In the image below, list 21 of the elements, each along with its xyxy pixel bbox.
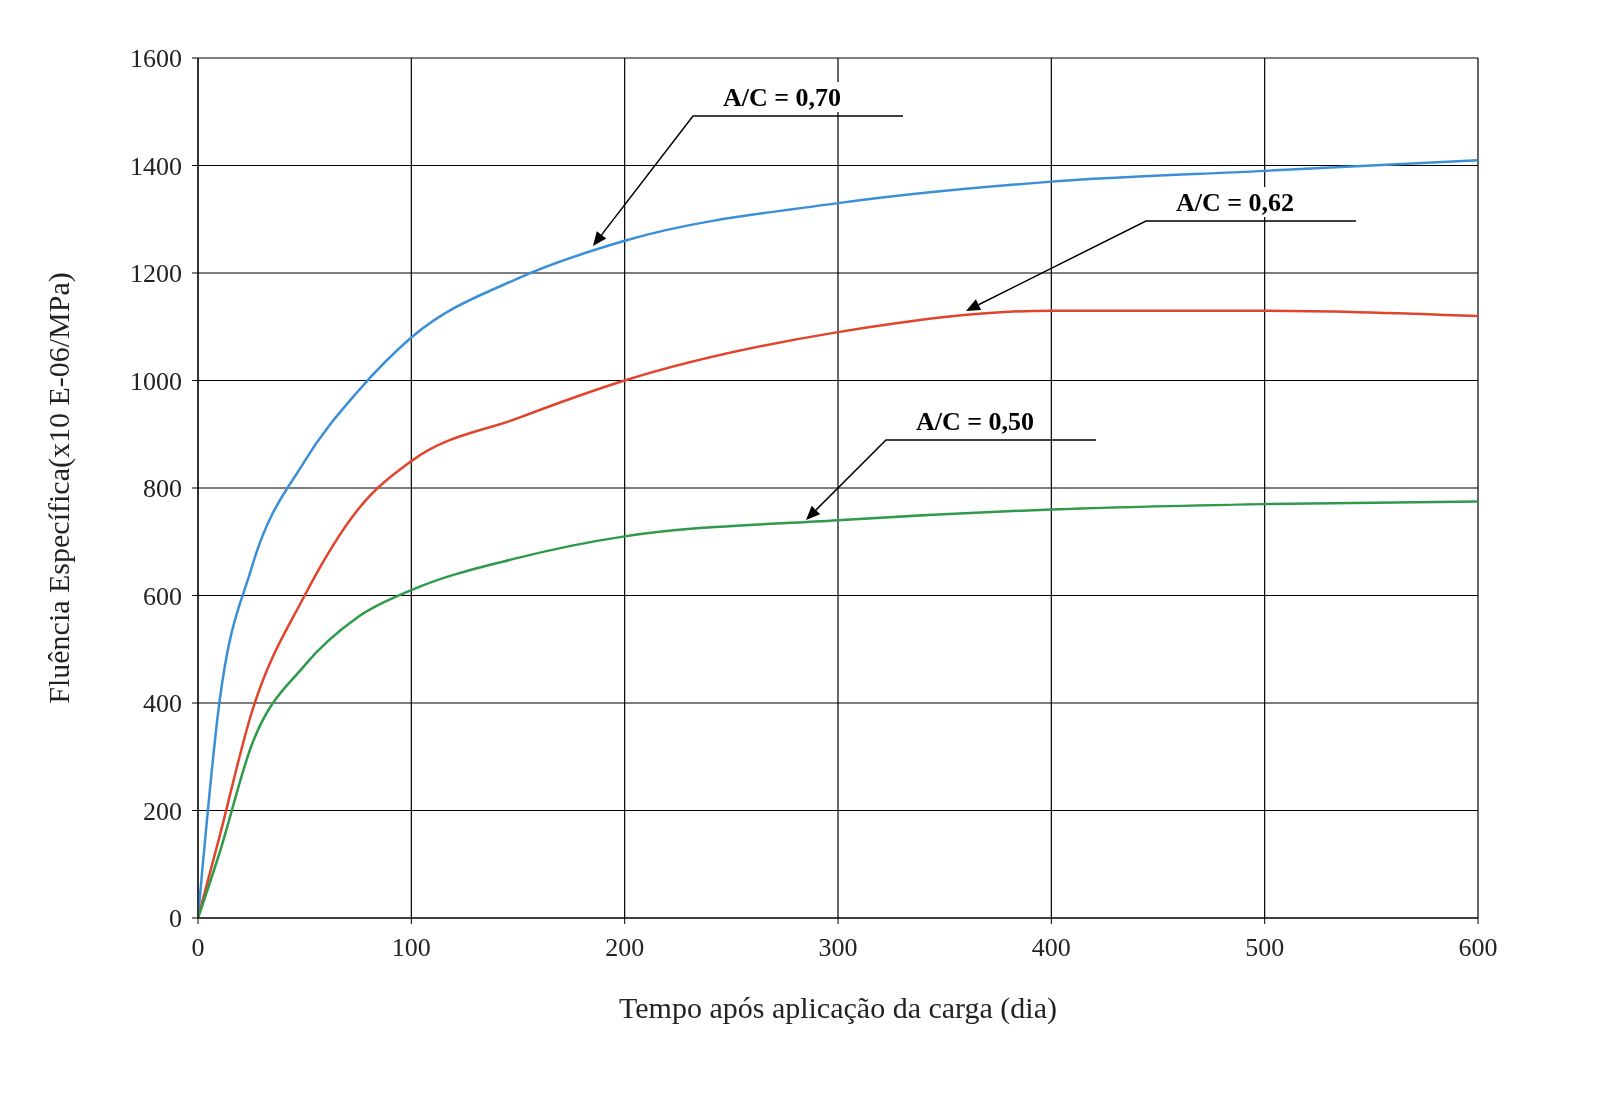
x-tick-label: 200 [605, 933, 645, 963]
x-tick-label: 600 [1458, 933, 1498, 963]
x-axis-title: Tempo após aplicação da carga (dia) [619, 991, 1057, 1025]
x-tick-label: 300 [818, 933, 858, 963]
x-tick-label: 400 [1031, 933, 1071, 963]
y-tick-label: 1600 [130, 44, 182, 74]
y-tick-label: 1400 [130, 151, 182, 181]
x-tick-label: 100 [391, 933, 431, 963]
y-tick-label: 0 [169, 904, 182, 934]
annotation: A/C = 0,70 [723, 83, 842, 112]
y-tick-label: 1200 [130, 259, 182, 289]
annotation: A/C = 0,50 [916, 407, 1035, 436]
y-tick-label: 1000 [130, 366, 182, 396]
x-tick-label: 0 [191, 933, 205, 963]
y-tick-label: 400 [143, 689, 182, 719]
y-tick-label: 600 [143, 581, 182, 611]
x-tick-label: 500 [1245, 933, 1285, 963]
y-tick-label: 800 [143, 474, 182, 504]
y-tick-label: 200 [143, 796, 182, 826]
annotation: A/C = 0,62 [1176, 188, 1295, 217]
y-axis-title: Fluência Específica(x10 E-06/MPa) [41, 272, 76, 704]
